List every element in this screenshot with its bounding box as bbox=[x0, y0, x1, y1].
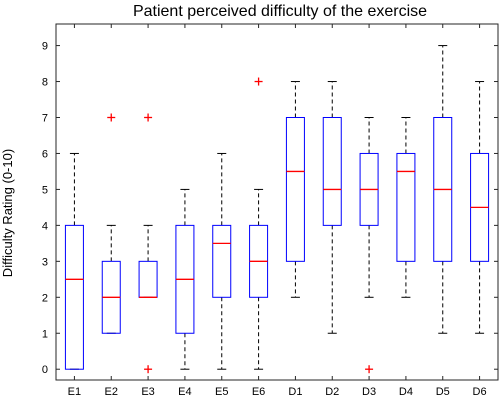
box-D1 bbox=[285, 81, 305, 298]
iqr-box bbox=[322, 116, 342, 226]
box-series bbox=[64, 45, 490, 374]
outlier-marker bbox=[144, 113, 153, 122]
x-tick-label: E6 bbox=[252, 386, 265, 398]
box-D2 bbox=[322, 81, 342, 334]
outlier-marker bbox=[107, 113, 116, 122]
y-tick-label: 1 bbox=[42, 328, 48, 340]
y-tick-label: 7 bbox=[42, 112, 48, 124]
iqr-box bbox=[138, 260, 158, 298]
outlier-marker bbox=[144, 365, 153, 374]
y-tick-label: 5 bbox=[42, 184, 48, 196]
box-E1 bbox=[64, 152, 84, 370]
box-D5 bbox=[433, 45, 453, 334]
iqr-box bbox=[64, 224, 84, 370]
y-tick-label: 3 bbox=[42, 256, 48, 268]
x-tick-label: D4 bbox=[399, 386, 413, 398]
x-tick-label: E1 bbox=[68, 386, 81, 398]
x-tick-label: E2 bbox=[105, 386, 118, 398]
y-axis-label: Difficulty Rating (0-10) bbox=[0, 149, 15, 277]
x-tick-label: D2 bbox=[325, 386, 339, 398]
iqr-box bbox=[396, 152, 416, 262]
y-tick-label: 0 bbox=[42, 364, 48, 376]
outlier-marker bbox=[254, 77, 263, 86]
plot-axes bbox=[55, 23, 499, 381]
box-E2 bbox=[101, 113, 121, 334]
y-tick-label: 8 bbox=[42, 77, 48, 89]
x-tick-label: D6 bbox=[473, 386, 487, 398]
iqr-box bbox=[285, 116, 305, 262]
y-tick-label: 4 bbox=[42, 220, 48, 232]
outlier-marker bbox=[365, 365, 374, 374]
x-tick-label: E4 bbox=[178, 386, 191, 398]
x-tick-label: D5 bbox=[436, 386, 450, 398]
x-tick-label: D3 bbox=[362, 386, 376, 398]
chart-title: Patient perceived difficulty of the exer… bbox=[133, 3, 427, 20]
x-tick-label: E3 bbox=[141, 386, 154, 398]
box-E3 bbox=[138, 113, 158, 374]
box-E5 bbox=[212, 152, 232, 370]
box-D4 bbox=[396, 116, 416, 298]
box-D3 bbox=[359, 116, 379, 374]
y-tick-label: 2 bbox=[42, 292, 48, 304]
plot-frame bbox=[55, 23, 499, 381]
box-E4 bbox=[175, 188, 195, 370]
box-D6 bbox=[470, 81, 490, 334]
box-E6 bbox=[249, 77, 269, 370]
y-tick-label: 9 bbox=[42, 41, 48, 53]
iqr-box bbox=[212, 224, 232, 298]
tick-labels: 0 1 2 3 4 5 6 7 8 9 E1 E2 E3 E4 E5 E6 D1 D2 D3 D4 D5 D6 bbox=[42, 41, 487, 398]
x-tick-label: D1 bbox=[288, 386, 302, 398]
y-tick-label: 6 bbox=[42, 148, 48, 160]
x-tick-label: E5 bbox=[215, 386, 228, 398]
